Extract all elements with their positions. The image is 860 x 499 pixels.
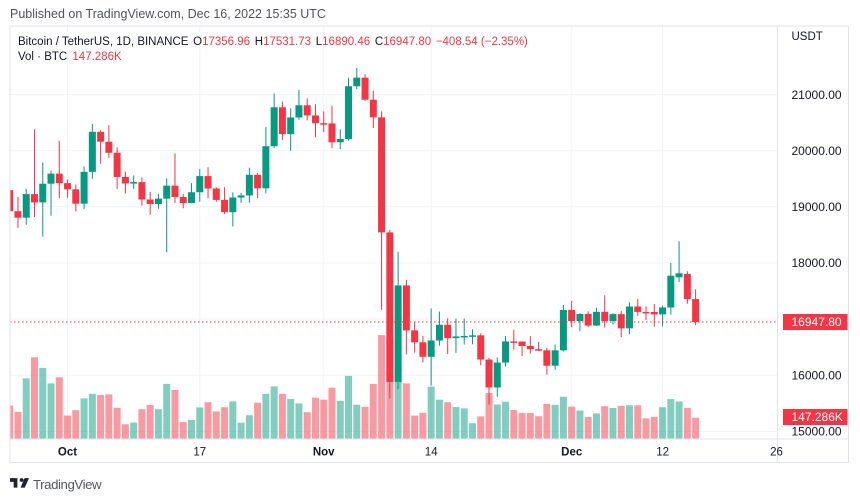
svg-text:147.286K: 147.286K [792, 410, 843, 424]
svg-text:16000.00: 16000.00 [792, 369, 842, 383]
svg-text:17: 17 [193, 447, 206, 459]
svg-text:Oct: Oct [58, 447, 77, 459]
svg-text:18000.00: 18000.00 [792, 256, 842, 270]
svg-text:15000.00: 15000.00 [792, 425, 842, 439]
svg-text:12: 12 [656, 447, 669, 459]
svg-text:Nov: Nov [313, 447, 335, 459]
svg-text:19000.00: 19000.00 [792, 200, 842, 214]
svg-text:20000.00: 20000.00 [792, 144, 842, 158]
svg-text:26: 26 [770, 447, 783, 459]
svg-text:USDT: USDT [792, 31, 823, 43]
svg-text:16947.80: 16947.80 [792, 315, 842, 329]
svg-text:Dec: Dec [561, 447, 583, 459]
svg-text:21000.00: 21000.00 [792, 88, 842, 102]
svg-text:14: 14 [425, 447, 438, 459]
